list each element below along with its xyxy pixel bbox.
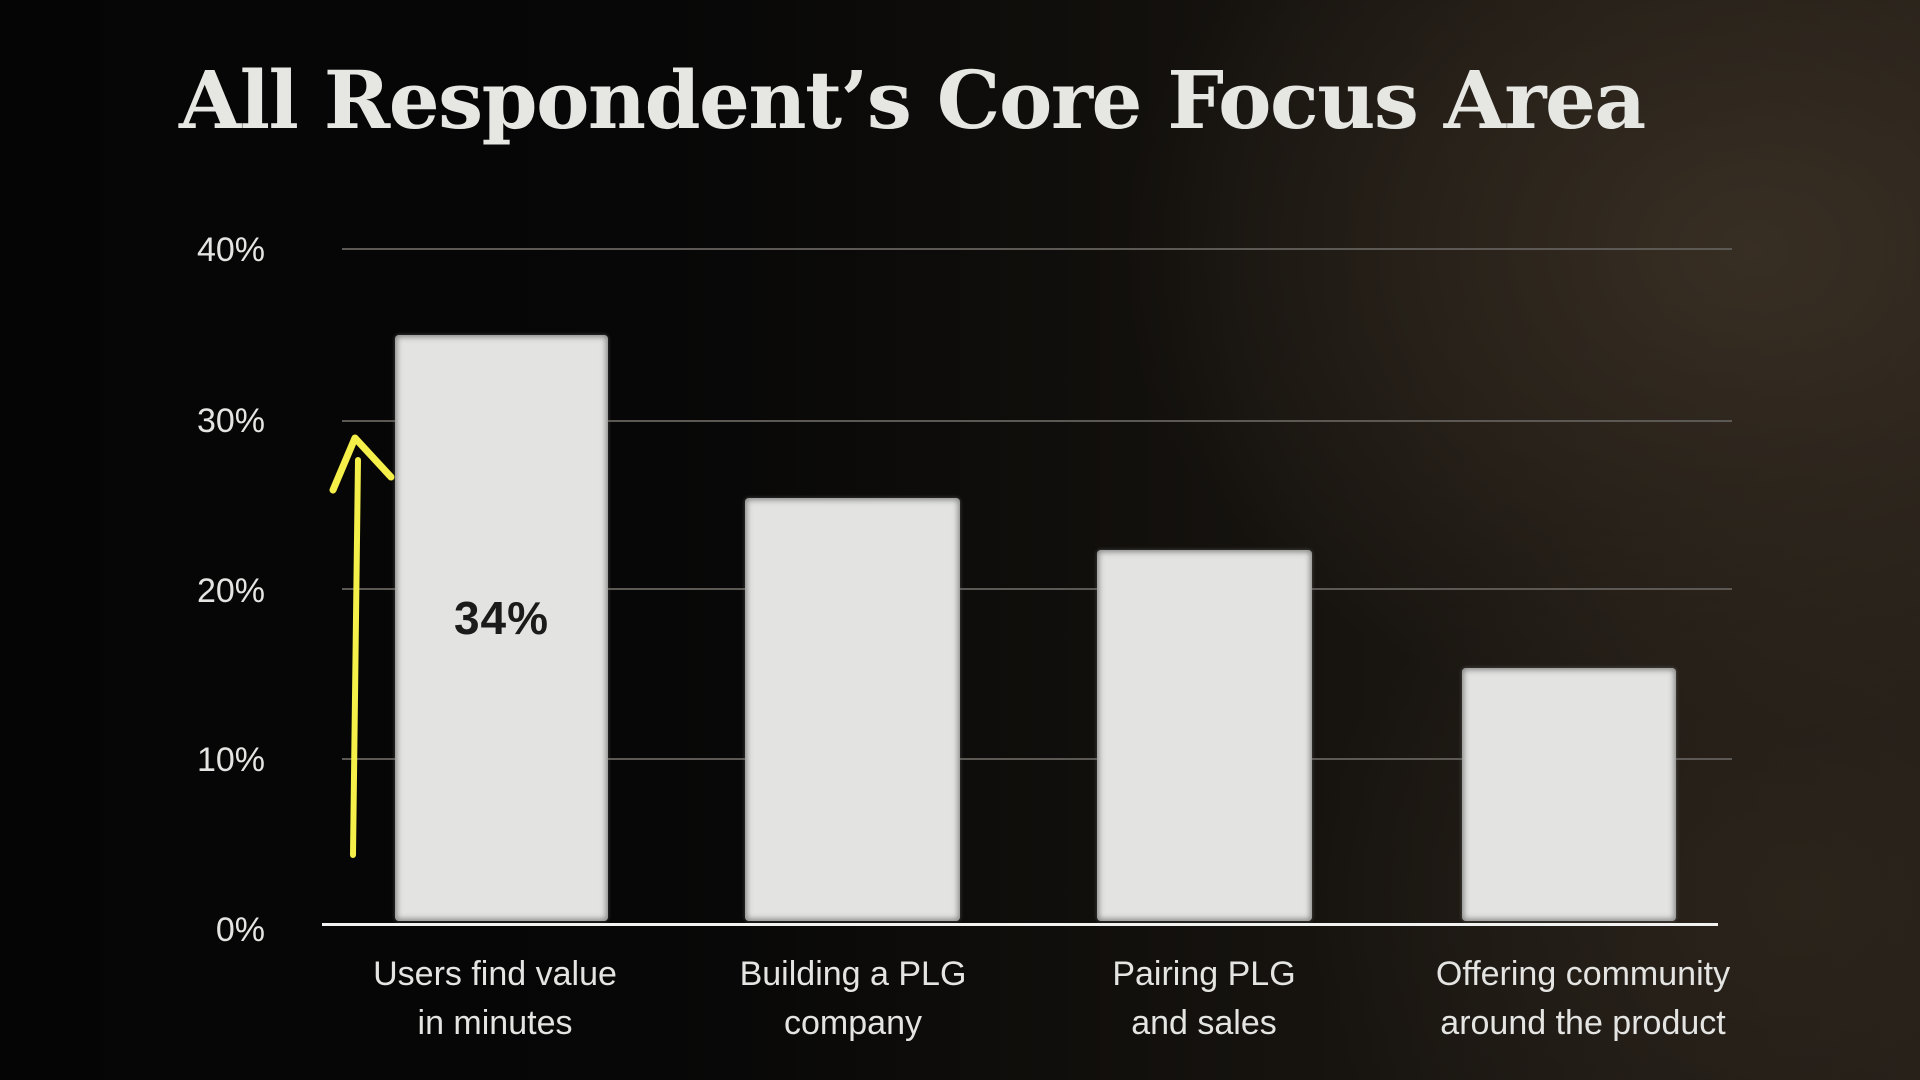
x-label-line1: Pairing PLG [1112,955,1296,993]
y-tick-30: 30% [196,402,265,440]
x-axis-baseline [322,923,1718,926]
gridline-30 [342,420,1732,422]
x-label-line2: company [784,1004,922,1042]
bar-offering-community [1462,668,1676,921]
x-label-users-find-value: Users find value in minutes [285,950,705,1048]
gridline-40 [342,248,1732,250]
bar-value-label: 34% [453,592,550,644]
x-label-building-plg: Building a PLG company [643,950,1063,1048]
bar-pairing-plg-sales [1097,550,1312,921]
chart-title: All Respondent’s Core Focus Area [179,53,1646,147]
x-label-line1: Building a PLG [739,955,967,993]
y-tick-40: 40% [196,231,265,269]
x-label-line1: Offering community [1435,955,1731,993]
x-label-pairing-plg-sales: Pairing PLG and sales [994,950,1414,1048]
x-label-line2: in minutes [417,1004,573,1042]
x-label-offering-community: Offering community around the product [1373,950,1793,1048]
gridline-20 [342,588,1732,590]
x-label-line1: Users find value [373,955,617,993]
x-label-line2: and sales [1131,1004,1277,1042]
y-tick-10: 10% [196,741,265,779]
y-tick-0: 0% [215,911,265,949]
bar-building-plg [745,498,960,921]
y-tick-20: 20% [196,572,265,610]
bar-users-find-value: 34% [395,335,608,921]
x-label-line2: around the product [1440,1004,1726,1042]
gridline-10 [342,758,1732,760]
